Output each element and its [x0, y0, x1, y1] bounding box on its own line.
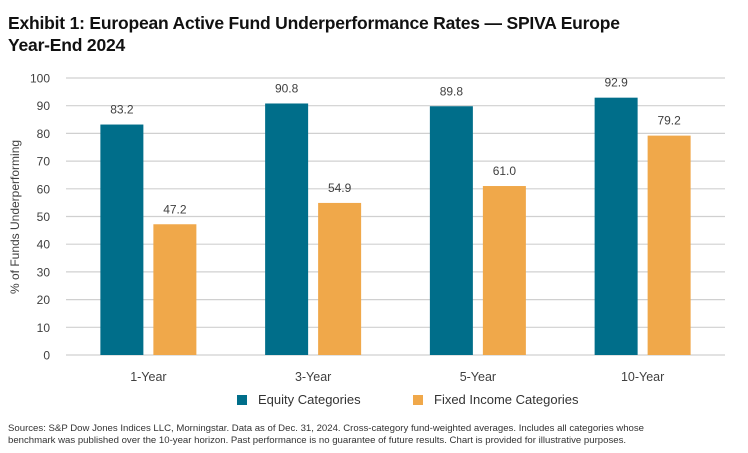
source-footnote: Sources: S&P Dow Jones Indices LLC, Morn… — [8, 423, 743, 447]
x-tick-label-5-year: 5-Year — [460, 370, 496, 384]
bar-fixed-income-categories-10-year — [647, 135, 691, 355]
y-tick-label-100: 100 — [30, 72, 50, 86]
bar-label-equity-categories-3-year: 90.8 — [275, 81, 299, 95]
y-axis-ticks: 0 10 20 30 40 50 60 70 80 90 100 — [30, 72, 50, 363]
chart-title-line-1: Exhibit 1: European Active Fund Underper… — [8, 13, 620, 33]
bar-fixed-income-categories-1-year — [153, 224, 197, 355]
bar-label-equity-categories-1-year: 83.2 — [110, 103, 134, 117]
bar-fixed-income-categories-3-year — [318, 202, 362, 355]
y-axis-label: % of Funds Underperforming — [8, 140, 22, 294]
bar-chart: 0 10 20 30 40 50 60 70 80 90 100 % of Funds Underp… — [8, 72, 725, 384]
chart-title: Exhibit 1: European Active Fund Underper… — [8, 12, 620, 56]
bar-equity-categories-10-year — [594, 97, 638, 356]
legend-swatch-equity — [237, 394, 247, 405]
y-tick-label-30: 30 — [37, 265, 51, 279]
bar-label-fixed-income-categories-10-year: 79.2 — [657, 114, 681, 128]
y-tick-label-60: 60 — [37, 182, 51, 196]
legend-item-fixed-income: Fixed Income Categories — [413, 392, 579, 407]
x-tick-label-10-year: 10-Year — [621, 370, 664, 384]
y-tick-label-90: 90 — [37, 99, 51, 113]
bar-label-fixed-income-categories-3-year: 54.9 — [328, 181, 352, 195]
y-tick-label-80: 80 — [37, 127, 51, 141]
chart-title-line-2: Year-End 2024 — [8, 35, 126, 55]
bar-label-fixed-income-categories-1-year: 47.2 — [163, 202, 187, 216]
y-tick-label-70: 70 — [37, 155, 51, 169]
footnote-line-1: Sources: S&P Dow Jones Indices LLC, Morn… — [8, 423, 645, 434]
bar-equity-categories-1-year — [100, 124, 144, 355]
y-tick-label-50: 50 — [37, 210, 51, 224]
legend-label-equity: Equity Categories — [258, 392, 361, 407]
y-tick-label-10: 10 — [37, 321, 51, 335]
bar-label-equity-categories-10-year: 92.9 — [604, 76, 628, 90]
bar-fixed-income-categories-5-year — [482, 186, 526, 355]
y-tick-label-40: 40 — [37, 238, 51, 252]
legend-swatch-fixed-income — [413, 394, 423, 405]
bar-value-labels: 83.2 47.2 90.8 54.9 89.8 61.0 92.9 79.2 — [110, 76, 681, 217]
x-tick-label-1-year: 1-Year — [130, 370, 166, 384]
x-tick-label-3-year: 3-Year — [295, 370, 331, 384]
footnote-line-2: benchmark was published over the 10-year… — [8, 435, 627, 446]
y-tick-label-0: 0 — [43, 349, 50, 363]
legend-item-equity: Equity Categories — [237, 392, 361, 407]
y-tick-label-20: 20 — [37, 293, 51, 307]
bar-equity-categories-3-year — [265, 103, 309, 355]
bars — [100, 97, 691, 356]
legend: Equity Categories Fixed Income Categorie… — [0, 392, 748, 410]
bar-label-equity-categories-5-year: 89.8 — [440, 84, 464, 98]
x-axis-ticks: 1-Year 3-Year 5-Year 10-Year — [130, 370, 664, 384]
legend-label-fixed-income: Fixed Income Categories — [434, 392, 579, 407]
bar-label-fixed-income-categories-5-year: 61.0 — [493, 164, 517, 178]
bar-equity-categories-5-year — [429, 106, 473, 355]
